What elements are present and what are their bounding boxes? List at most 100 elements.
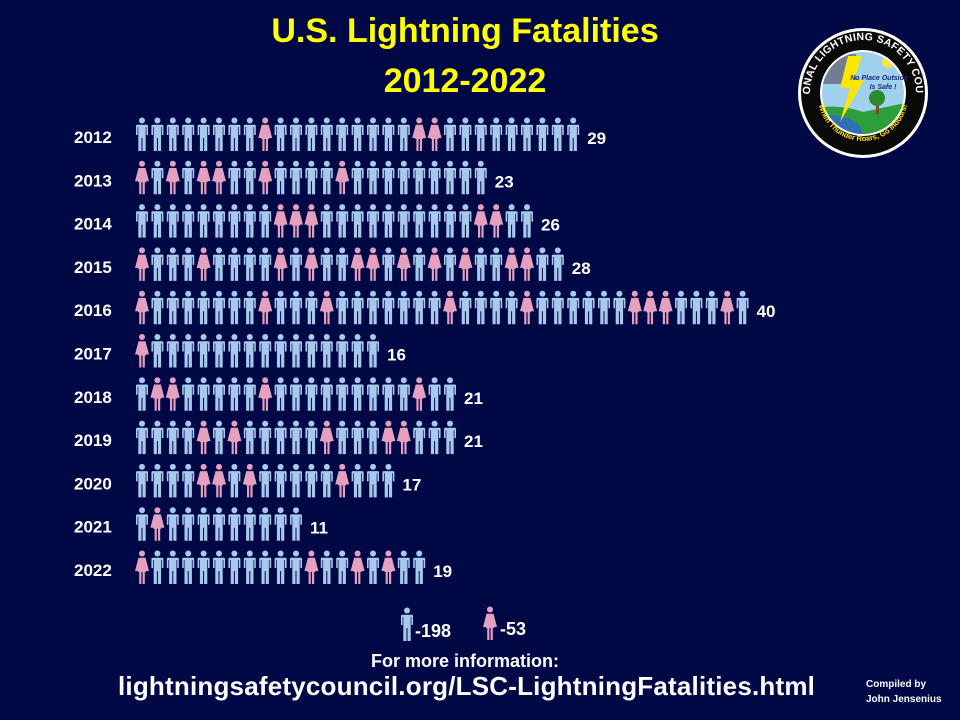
male-figure [336, 117, 349, 151]
female-figure [135, 334, 149, 368]
male-figure [290, 290, 302, 325]
year-label: 2015 [74, 258, 112, 277]
female-figure [304, 247, 319, 281]
male-figure [136, 463, 148, 498]
male-figure [444, 117, 456, 151]
source-url[interactable]: lightningsafetycouncil.org/LSC-Lightning… [118, 671, 816, 701]
male-figure [444, 160, 456, 195]
female-figure [335, 463, 350, 498]
male-figure [243, 117, 256, 151]
male-figure [228, 377, 241, 411]
male-figure [166, 204, 179, 238]
female-figure [165, 160, 180, 195]
female-figure [304, 204, 319, 238]
female-figure [165, 377, 180, 411]
male-figure [397, 550, 410, 584]
male-figure [290, 463, 302, 498]
female-figure [427, 247, 442, 281]
male-figure [166, 290, 179, 325]
male-figure [320, 204, 333, 238]
male-figure [320, 377, 333, 411]
row-2012: 2012 29 [74, 117, 606, 151]
male-figure [243, 377, 256, 411]
male-figure [136, 204, 148, 238]
male-figure [351, 290, 364, 325]
male-figure [536, 117, 549, 151]
male-figure [151, 550, 164, 584]
male-figure [182, 550, 195, 584]
male-figure [490, 247, 503, 281]
male-figure [182, 204, 195, 238]
female-figure [258, 377, 273, 411]
logo-inner-line2: Is Safe ! [870, 84, 898, 91]
female-figure [258, 290, 273, 325]
male-figure [336, 204, 349, 238]
female-figure [396, 420, 411, 455]
chart-subtitle: 2012-2022 [383, 62, 547, 100]
female-figure [273, 204, 288, 238]
male-figure [213, 204, 225, 238]
female-figure [658, 290, 673, 325]
male-figure [413, 420, 426, 455]
male-figure [166, 334, 179, 368]
male-figure [166, 247, 179, 281]
female-figure [319, 420, 334, 455]
female-figure [196, 160, 211, 195]
male-figure [336, 334, 349, 368]
male-figure [351, 420, 364, 455]
male-figure [197, 117, 210, 151]
year-label: 2019 [74, 431, 112, 450]
male-figure [305, 334, 318, 368]
row-2014: 2014 26 [74, 204, 560, 238]
male-figure [320, 117, 333, 151]
value-label: 21 [464, 389, 483, 408]
male-figure [274, 463, 287, 498]
male-figure [351, 463, 364, 498]
female-figure [350, 550, 365, 584]
male-figure [151, 160, 164, 195]
male-figure [259, 507, 272, 541]
male-figure [182, 247, 195, 281]
male-figure [197, 507, 210, 541]
male-figure [213, 420, 225, 455]
male-figure [136, 507, 148, 541]
female-figure [135, 550, 149, 584]
male-figure [290, 550, 302, 584]
male-figure [690, 290, 703, 325]
male-figure [197, 550, 210, 584]
male-figure [705, 290, 718, 325]
male-figure [736, 290, 749, 325]
legend-male-count: -198 [415, 621, 451, 641]
male-figure [166, 420, 179, 455]
male-figure [351, 334, 364, 368]
female-figure [227, 420, 242, 455]
year-label: 2013 [74, 171, 112, 190]
female-figure [258, 160, 273, 195]
male-figure [382, 377, 395, 411]
female-figure [443, 290, 457, 325]
male-figure [474, 160, 487, 195]
year-label: 2022 [74, 561, 112, 580]
female-figure [381, 550, 396, 584]
male-figure [459, 290, 472, 325]
female-figure [396, 247, 411, 281]
male-figure [428, 377, 441, 411]
male-figure [474, 290, 487, 325]
male-figure [551, 117, 564, 151]
nlsc-logo: NATIONAL LIGHTNING SAFETY COUNCIL When T… [796, 26, 928, 158]
male-figure [367, 204, 379, 238]
logo-inner-line1: No Place Outside [850, 75, 908, 82]
male-figure [367, 160, 379, 195]
male-figure [290, 377, 302, 411]
row-2019: 2019 21 [74, 420, 483, 455]
female-figure [412, 377, 427, 411]
row-2015: 2015 28 [74, 247, 591, 281]
male-figure [536, 290, 549, 325]
year-label: 2016 [74, 301, 112, 320]
value-label: 40 [757, 302, 776, 321]
male-figure [182, 507, 195, 541]
row-2013: 2013 23 [74, 160, 514, 195]
female-figure [381, 420, 396, 455]
male-figure [274, 290, 287, 325]
